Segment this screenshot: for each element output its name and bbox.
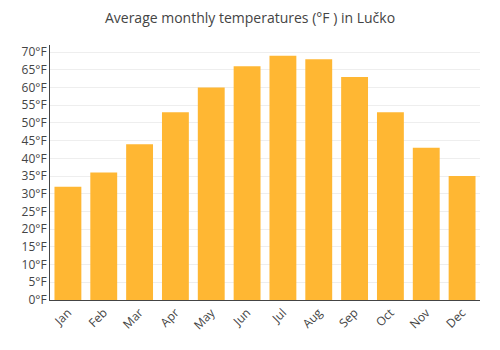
svg-text:10°F: 10°F (22, 256, 47, 273)
svg-text:55°F: 55°F (22, 96, 47, 113)
svg-text:15°F: 15°F (22, 238, 47, 255)
svg-text:35°F: 35°F (22, 167, 47, 184)
svg-text:May: May (190, 304, 219, 333)
svg-text:50°F: 50°F (22, 114, 47, 131)
svg-text:65°F: 65°F (22, 61, 47, 78)
svg-text:5°F: 5°F (28, 273, 46, 290)
svg-text:60°F: 60°F (22, 79, 47, 96)
svg-text:70°F: 70°F (22, 43, 47, 60)
svg-text:Sep: Sep (335, 304, 362, 331)
svg-text:Dec: Dec (442, 304, 469, 331)
svg-text:40°F: 40°F (22, 150, 47, 167)
svg-text:Average monthly temperatures (: Average monthly temperatures (°F ) in Lu… (105, 8, 395, 27)
svg-text:0°F: 0°F (28, 291, 46, 308)
svg-text:Nov: Nov (406, 304, 434, 332)
svg-text:45°F: 45°F (22, 132, 47, 149)
svg-text:Oct: Oct (372, 304, 398, 330)
svg-text:25°F: 25°F (22, 203, 47, 220)
svg-text:Aug: Aug (299, 304, 327, 332)
svg-text:20°F: 20°F (22, 220, 47, 237)
svg-text:Feb: Feb (84, 304, 110, 330)
svg-text:Apr: Apr (156, 304, 182, 330)
svg-text:Jun: Jun (229, 304, 254, 329)
svg-text:30°F: 30°F (22, 185, 47, 202)
svg-text:Jul: Jul (268, 304, 290, 326)
svg-text:Jan: Jan (50, 304, 75, 329)
svg-text:Mar: Mar (119, 304, 147, 332)
